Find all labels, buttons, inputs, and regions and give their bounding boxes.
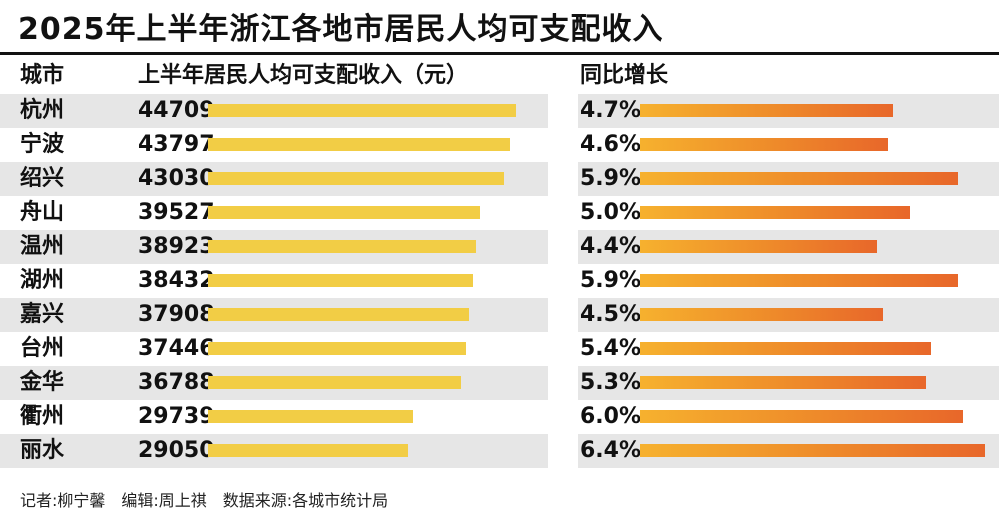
income-value-label: 44709 (138, 98, 215, 123)
data-rows: 杭州 44709 4.7% 宁波 43797 4.6% 绍兴 43030 5.9% 舟山 39527… (0, 94, 999, 468)
growth-value-label: 5.9% (580, 166, 642, 191)
header-income: 上半年居民人均可支配收入（元） (138, 63, 469, 88)
growth-value-label: 6.0% (580, 404, 642, 429)
income-value-label: 43030 (138, 166, 215, 191)
income-bar (208, 308, 469, 321)
growth-value-label: 5.3% (580, 370, 642, 395)
header-growth: 同比增长 (580, 63, 669, 88)
city-label: 台州 (20, 336, 65, 361)
table-row: 温州 38923 4.4% (0, 230, 999, 264)
growth-value-label: 4.6% (580, 132, 642, 157)
income-bar (208, 138, 510, 151)
growth-bar (640, 206, 910, 219)
income-bar (208, 206, 480, 219)
city-label: 衢州 (20, 404, 65, 429)
growth-value-label: 4.4% (580, 234, 642, 259)
growth-bar (640, 444, 985, 457)
income-value-label: 43797 (138, 132, 215, 157)
growth-value-label: 4.5% (580, 302, 642, 327)
city-label: 温州 (20, 234, 65, 259)
growth-bar (640, 376, 926, 389)
income-value-label: 29050 (138, 438, 215, 463)
city-label: 舟山 (20, 200, 65, 225)
growth-value-label: 5.4% (580, 336, 642, 361)
income-value-label: 37908 (138, 302, 215, 327)
table-row: 嘉兴 37908 4.5% (0, 298, 999, 332)
growth-bar (640, 274, 958, 287)
income-bar (208, 342, 466, 355)
income-value-label: 38432 (138, 268, 215, 293)
chart-title: 2025年上半年浙江各地市居民人均可支配收入 (18, 12, 664, 47)
income-value-label: 38923 (138, 234, 215, 259)
credits-footer: 记者:柳宁馨 编辑:周上祺 数据来源:各城市统计局 (20, 491, 389, 510)
city-label: 湖州 (20, 268, 65, 293)
growth-value-label: 5.9% (580, 268, 642, 293)
table-row: 衢州 29739 6.0% (0, 400, 999, 434)
city-label: 绍兴 (20, 166, 65, 191)
growth-bar (640, 172, 958, 185)
growth-value-label: 4.7% (580, 98, 642, 123)
income-bar (208, 172, 504, 185)
table-row: 金华 36788 5.3% (0, 366, 999, 400)
income-bar (208, 444, 408, 457)
city-label: 金华 (20, 370, 65, 395)
income-value-label: 29739 (138, 404, 215, 429)
table-row: 宁波 43797 4.6% (0, 128, 999, 162)
income-value-label: 36788 (138, 370, 215, 395)
growth-bar (640, 342, 931, 355)
table-row: 丽水 29050 6.4% (0, 434, 999, 468)
growth-bar (640, 410, 963, 423)
income-value-label: 39527 (138, 200, 215, 225)
table-row: 湖州 38432 5.9% (0, 264, 999, 298)
income-bar (208, 104, 516, 117)
city-label: 嘉兴 (20, 302, 65, 327)
income-bar (208, 274, 473, 287)
income-value-label: 37446 (138, 336, 215, 361)
title-divider (0, 52, 999, 55)
city-label: 宁波 (20, 132, 65, 157)
income-bar (208, 410, 413, 423)
city-label: 杭州 (20, 98, 65, 123)
growth-bar (640, 240, 877, 253)
header-city: 城市 (20, 63, 65, 88)
table-row: 台州 37446 5.4% (0, 332, 999, 366)
growth-bar (640, 308, 883, 321)
growth-bar (640, 104, 893, 117)
city-label: 丽水 (20, 438, 65, 463)
growth-value-label: 6.4% (580, 438, 642, 463)
table-row: 绍兴 43030 5.9% (0, 162, 999, 196)
growth-value-label: 5.0% (580, 200, 642, 225)
income-bar (208, 240, 476, 253)
income-bar (208, 376, 461, 389)
table-row: 舟山 39527 5.0% (0, 196, 999, 230)
table-row: 杭州 44709 4.7% (0, 94, 999, 128)
growth-bar (640, 138, 888, 151)
